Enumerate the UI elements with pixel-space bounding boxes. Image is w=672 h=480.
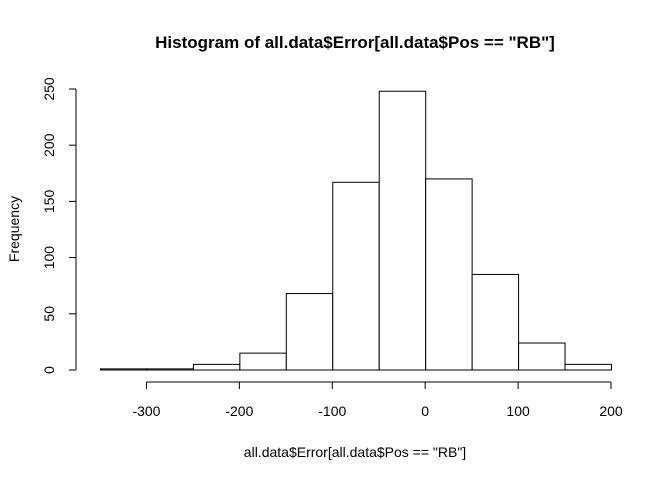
- x-tick-label: 200: [599, 403, 623, 419]
- bars-group: [100, 90, 613, 371]
- histogram-bar: [146, 368, 194, 371]
- x-tick-label: -300: [132, 403, 160, 419]
- y-tick-label: 0: [41, 366, 57, 374]
- histogram-bar: [239, 352, 287, 371]
- y-tick-label: 150: [41, 190, 57, 214]
- y-tick-label: 250: [41, 77, 57, 101]
- y-tick-label: 50: [41, 306, 57, 322]
- histogram-bar: [378, 90, 427, 371]
- histogram-bar: [471, 273, 520, 371]
- y-tick-label: 100: [41, 246, 57, 270]
- y-tick-label: 200: [41, 133, 57, 157]
- x-tick-label: 100: [506, 403, 530, 419]
- histogram-bar: [518, 342, 566, 371]
- x-axis: -300 -200 -100 0 100 200: [132, 381, 623, 419]
- x-axis-label: all.data$Error[all.data$Pos == "RB"]: [244, 444, 466, 460]
- histogram-bar: [285, 293, 334, 371]
- x-tick-label: 0: [421, 403, 429, 419]
- histogram-bar: [332, 181, 380, 371]
- histogram-bar: [425, 178, 473, 371]
- y-axis: 0 50 100 150 200 250: [41, 77, 77, 374]
- histogram-bar: [100, 368, 148, 371]
- x-tick-label: -100: [318, 403, 346, 419]
- y-axis-label: Frequency: [6, 196, 22, 262]
- histogram-bar: [564, 363, 613, 371]
- x-tick-label: -200: [225, 403, 253, 419]
- chart-title: Histogram of all.data$Error[all.data$Pos…: [155, 33, 555, 52]
- histogram-bar: [192, 363, 241, 371]
